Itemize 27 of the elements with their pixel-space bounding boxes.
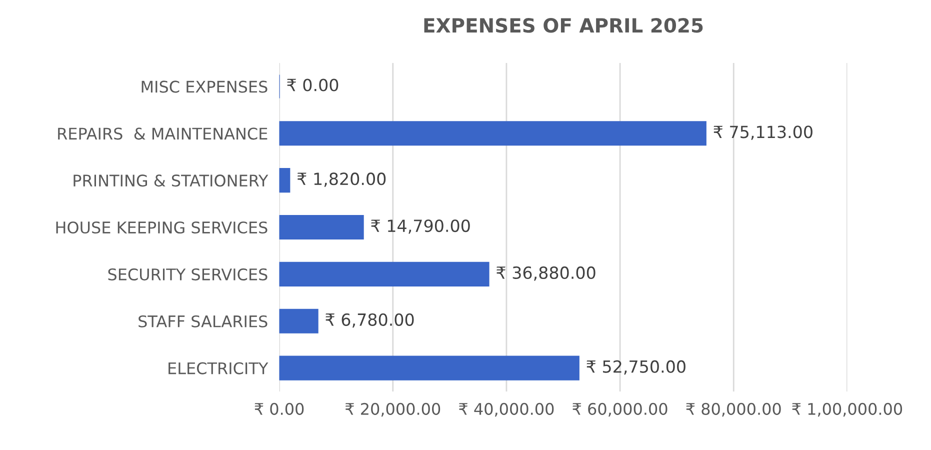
- y-tick-label: MISC EXPENSES: [142, 80, 268, 93]
- y-tick-label: HOUSE KEEPING SERVICES: [56, 221, 268, 234]
- data-label: ₹ 0.00: [287, 78, 338, 92]
- bar: [279, 214, 364, 240]
- data-label: ₹ 6,780.00: [326, 313, 414, 328]
- y-tick-label: SECURITY SERVICES: [108, 268, 268, 280]
- bar: [279, 308, 318, 334]
- bar: [279, 262, 490, 286]
- bar: [279, 168, 290, 193]
- y-tick-label: ELECTRICITY: [168, 362, 268, 374]
- data-label: ₹ 52,750.00: [586, 360, 686, 375]
- data-label: ₹ 14,790.00: [371, 219, 470, 234]
- x-tick-label: ₹ 80,000.00: [686, 402, 781, 417]
- x-tick-label: ₹ 1,00,000.00: [792, 402, 902, 417]
- x-tick-label: ₹ 20,000.00: [345, 402, 440, 417]
- x-tick-label: ₹ 40,000.00: [459, 402, 554, 417]
- chart-title: EXPENSES OF APRIL 2025: [424, 18, 703, 33]
- data-label: ₹ 75,113.00: [714, 126, 812, 140]
- y-tick-label: STAFF SALARIES: [138, 315, 268, 328]
- bar: [279, 121, 706, 146]
- bar: [279, 356, 580, 380]
- y-tick-label: REPAIRS & MAINTENANCE: [58, 128, 268, 140]
- y-tick-label: PRINTING & STATIONERY: [74, 174, 268, 187]
- data-label: ₹ 36,880.00: [496, 266, 596, 281]
- x-tick-label: ₹ 60,000.00: [572, 402, 668, 417]
- x-tick-label: ₹ 0.00: [254, 402, 304, 415]
- data-label: ₹ 1,820.00: [297, 172, 386, 187]
